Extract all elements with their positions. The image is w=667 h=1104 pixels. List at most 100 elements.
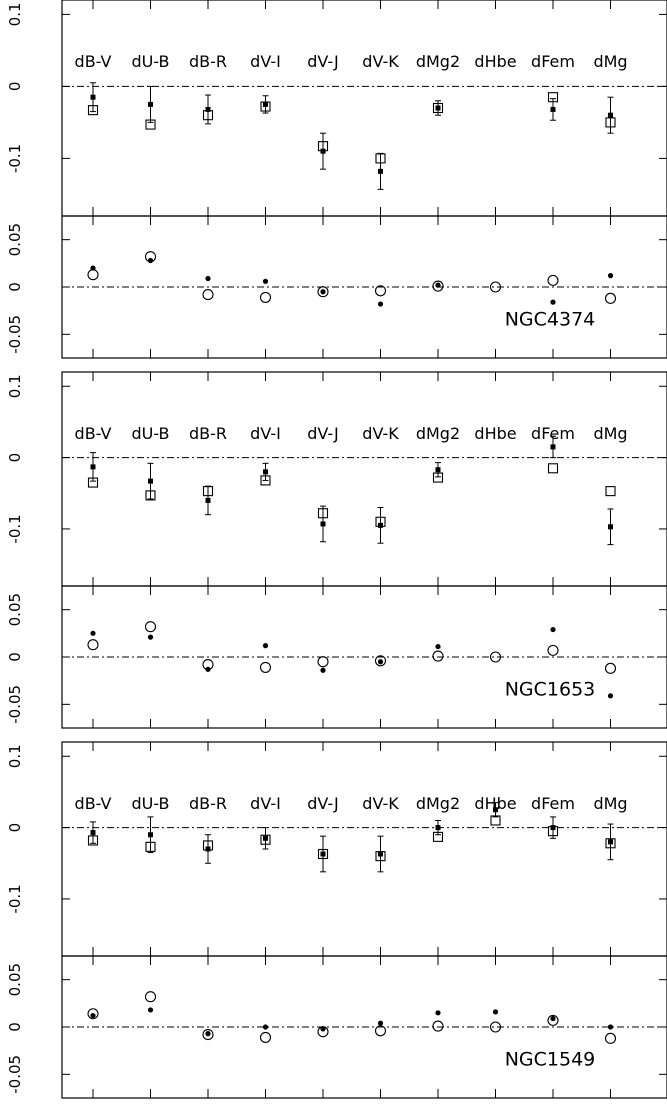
- open-circle-marker: [489, 1021, 502, 1033]
- filled-circle-marker: [377, 659, 384, 665]
- open-square-marker: [547, 92, 559, 103]
- filled-square-marker: [148, 478, 153, 484]
- open-square-marker: [490, 815, 501, 826]
- filled-circle-marker: [550, 1015, 556, 1022]
- filled-circle-marker: [205, 275, 211, 282]
- filled-square-marker: [90, 464, 96, 470]
- open-square-marker: [87, 477, 99, 488]
- open-circle-marker: [317, 656, 329, 668]
- category-label: dV-I: [250, 794, 281, 813]
- filled-circle-marker: [205, 1031, 211, 1037]
- filled-square-marker: [148, 832, 153, 838]
- category-label: dV-I: [250, 52, 281, 71]
- y-tick-label: 0: [6, 82, 24, 92]
- open-square-marker: [432, 102, 444, 114]
- open-square-marker: [375, 516, 386, 527]
- filled-square-marker: [608, 524, 613, 530]
- filled-circle-marker: [435, 282, 441, 288]
- open-circle-marker: [432, 280, 444, 292]
- y-tick-label: 0.1: [6, 374, 24, 398]
- open-square-marker: [317, 508, 329, 519]
- category-label: dFem: [531, 794, 575, 813]
- category-label: dV-I: [250, 424, 281, 443]
- filled-circle-marker: [550, 299, 556, 305]
- open-square-marker: [145, 119, 156, 130]
- open-circle-marker: [547, 644, 559, 656]
- filled-square-marker: [148, 101, 153, 107]
- open-circle-marker: [259, 661, 272, 673]
- y-tick-label: 0: [6, 1022, 24, 1032]
- filled-square-marker: [435, 105, 441, 111]
- open-circle-marker: [489, 281, 502, 293]
- category-label: dV-K: [362, 424, 399, 443]
- filled-circle-marker: [492, 1009, 499, 1015]
- open-square-marker: [432, 472, 444, 483]
- open-square-marker: [260, 834, 271, 845]
- y-tick-label: -0.1: [6, 514, 24, 543]
- filled-circle-marker: [607, 1024, 614, 1030]
- filled-circle-marker: [147, 634, 154, 640]
- galaxy-group: 0.10-0.1dB-V dU-B dB-R dV-I dV-J dV-K dMg2 dHbe…: [6, 0, 667, 359]
- open-square-marker: [145, 490, 156, 501]
- filled-square-marker: [493, 807, 498, 813]
- y-tick-label: 0.1: [6, 744, 24, 768]
- filled-square-marker: [550, 444, 556, 450]
- category-label: dV-J: [307, 424, 339, 443]
- open-square-marker: [547, 463, 559, 474]
- filled-circle-marker: [320, 1026, 326, 1032]
- filled-square-marker: [90, 830, 96, 836]
- open-circle-marker: [432, 1020, 444, 1032]
- filled-circle-marker: [377, 301, 384, 307]
- open-square-marker: [260, 475, 271, 486]
- open-circle-marker: [259, 291, 272, 303]
- open-square-marker: [87, 105, 99, 116]
- category-label: dV-J: [307, 52, 339, 71]
- category-label: dB-R: [189, 794, 227, 813]
- open-circle-marker: [547, 1014, 559, 1026]
- open-circle-marker: [202, 1029, 214, 1041]
- y-tick-label: 0.1: [6, 2, 24, 26]
- category-label: dFem: [531, 52, 575, 71]
- open-circle-marker: [87, 269, 99, 281]
- y-tick-label: 0: [6, 823, 24, 833]
- open-square-marker: [605, 838, 616, 849]
- filled-circle-marker: [320, 667, 326, 673]
- filled-square-marker: [378, 522, 383, 528]
- open-square-marker: [375, 153, 386, 164]
- y-tick-label: 0.05: [6, 593, 24, 626]
- filled-square-marker: [263, 835, 268, 841]
- filled-circle-marker: [262, 278, 269, 284]
- filled-circle-marker: [262, 643, 269, 649]
- filled-circle-marker: [262, 1024, 269, 1030]
- open-circle-marker: [432, 650, 444, 662]
- galaxy-group: 0.10-0.1dB-V dU-B dB-R dV-I dV-J dV-K dMg2 dHbe…: [6, 741, 667, 1099]
- filled-circle-marker: [435, 643, 441, 650]
- filled-square-marker: [435, 467, 441, 473]
- filled-square-marker: [263, 469, 268, 475]
- filled-square-marker: [608, 839, 613, 845]
- filled-square-marker: [378, 168, 383, 174]
- filled-circle-marker: [147, 257, 154, 264]
- open-square-marker: [202, 840, 214, 851]
- open-circle-marker: [202, 659, 214, 671]
- filled-circle-marker: [90, 630, 96, 636]
- open-square-marker: [375, 851, 386, 862]
- filled-square-marker: [378, 851, 383, 857]
- plots: 0.1 0 -0.1 dB-V dU-B dB-R dV-I dV-J dV-K dMg2 dHbe…: [6, 0, 667, 1099]
- filled-square-marker: [205, 846, 211, 852]
- category-label: dU-B: [131, 794, 169, 813]
- category-label: dB-V: [75, 794, 112, 813]
- category-label: dV-K: [362, 794, 399, 813]
- category-label: dMg: [593, 794, 627, 813]
- category-label: dB-R: [189, 424, 227, 443]
- y-tick-label: 0: [6, 453, 24, 463]
- category-label: dB-V: [75, 424, 112, 443]
- y-tick-label: 0: [6, 652, 24, 662]
- y-tick-label: 0: [6, 282, 24, 292]
- category-label: dB-R: [189, 52, 227, 71]
- filled-circle-marker: [320, 289, 326, 295]
- open-circle-marker: [604, 1032, 617, 1044]
- filled-square-marker: [550, 106, 556, 112]
- filled-square-marker: [320, 521, 326, 527]
- open-square-marker: [317, 141, 329, 152]
